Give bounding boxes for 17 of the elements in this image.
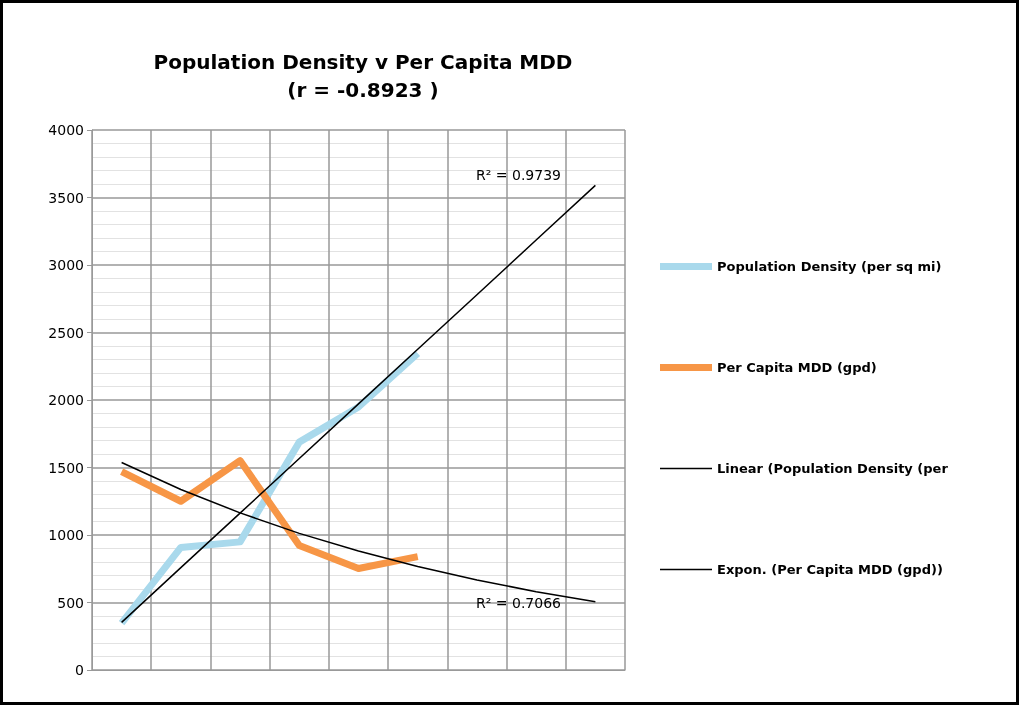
y-tick-label: 1000 bbox=[48, 527, 84, 543]
y-tick-label: 2000 bbox=[48, 392, 84, 408]
y-tick-label: 4000 bbox=[48, 122, 84, 138]
legend-label: Expon. (Per Capita MDD (gpd)) bbox=[717, 562, 943, 577]
y-tick-label: 2500 bbox=[48, 324, 84, 341]
y-tick-label: 1500 bbox=[48, 459, 84, 476]
chart-title: Population Density v Per Capita MDD (r = -0.8923 ) bbox=[153, 50, 573, 102]
annotation: R² = 0.7066 bbox=[476, 595, 562, 611]
legend-label: Per Capita MDD (gpd) bbox=[717, 360, 877, 375]
legend-label: Linear (Population Density (per bbox=[717, 461, 949, 476]
y-tick-label: 500 bbox=[57, 594, 84, 611]
y-tick-label: 0 bbox=[75, 662, 84, 678]
line-series bbox=[120, 184, 597, 624]
y-tick-label: 3500 bbox=[48, 189, 84, 206]
legend-label: Population Density (per sq mi) bbox=[717, 259, 942, 274]
annotation: R² = 0.9739 bbox=[476, 167, 561, 183]
y-tick-label: 3000 bbox=[48, 257, 84, 273]
